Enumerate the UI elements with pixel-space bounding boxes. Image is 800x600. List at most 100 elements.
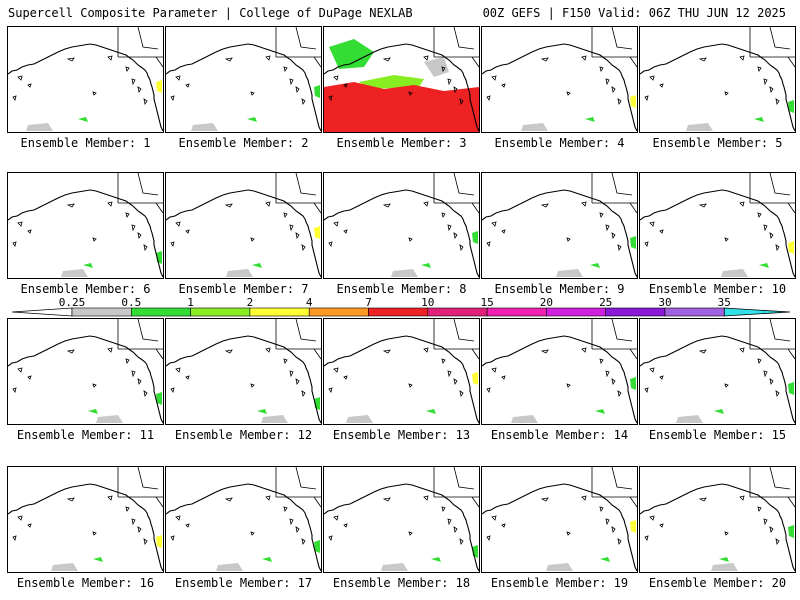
- ensemble-member-panel: Ensemble Member: 15: [639, 318, 796, 448]
- coastline: [324, 43, 479, 132]
- scp-shading: [511, 415, 538, 423]
- ensemble-member-panel: Ensemble Member: 11: [7, 318, 164, 448]
- member-label: Ensemble Member: 14: [490, 428, 629, 442]
- scp-shading: [216, 563, 243, 571]
- scp-shading: [630, 95, 636, 108]
- colorbar-threshold-label: 2: [247, 296, 254, 309]
- member-map: [639, 318, 796, 425]
- colorbar-swatch: [427, 307, 488, 317]
- scp-shading: [156, 392, 162, 405]
- ensemble-member-panel: Ensemble Member: 18: [323, 466, 480, 596]
- member-label: Ensemble Member: 18: [332, 576, 471, 590]
- coastline: [482, 483, 637, 572]
- scp-shading: [252, 263, 262, 268]
- ensemble-member-panel: Ensemble Member: 5: [639, 26, 796, 156]
- scp-shading: [711, 563, 738, 571]
- colorbar-lower-arrow: [12, 307, 73, 317]
- ensemble-member-panel: Ensemble Member: 3: [323, 26, 480, 156]
- member-label: Ensemble Member: 19: [490, 576, 629, 590]
- header: Supercell Composite Parameter | College …: [0, 0, 800, 24]
- scp-shading: [314, 226, 320, 239]
- member-label: Ensemble Member: 3: [336, 136, 467, 150]
- member-map: [323, 26, 480, 133]
- scp-shading: [261, 415, 288, 423]
- scp-shading: [630, 236, 636, 249]
- ensemble-member-panel: Ensemble Member: 6: [7, 172, 164, 302]
- member-label: Ensemble Member: 11: [16, 428, 155, 442]
- scp-shading: [472, 231, 478, 244]
- coastline: [640, 335, 795, 424]
- member-label: Ensemble Member: 20: [648, 576, 787, 590]
- coastline: [166, 335, 321, 424]
- member-map: [323, 466, 480, 573]
- member-map: [7, 466, 164, 573]
- scp-shading: [600, 557, 610, 562]
- scp-shading: [314, 540, 320, 553]
- coastline: [8, 43, 163, 132]
- coastline: [166, 189, 321, 278]
- scp-shading: [788, 241, 794, 254]
- scp-shading: [262, 557, 272, 562]
- scp-shading: [431, 557, 441, 562]
- member-map: [639, 172, 796, 279]
- ensemble-member-panel: Ensemble Member: 20: [639, 466, 796, 596]
- scp-shading: [93, 557, 103, 562]
- member-map: [323, 318, 480, 425]
- ensemble-member-panel: Ensemble Member: 13: [323, 318, 480, 448]
- colorbar-legend: 0.25 0.5 1 2 4 7 10 15 20 25 30 35: [12, 296, 790, 317]
- member-label: Ensemble Member: 8: [336, 282, 467, 296]
- scp-shading: [421, 263, 431, 268]
- member-label: Ensemble Member: 13: [332, 428, 471, 442]
- colorbar-upper-arrow: [723, 307, 790, 317]
- scp-shading: [521, 123, 548, 131]
- colorbar-threshold-label: 20: [540, 296, 553, 309]
- scp-shading: [51, 563, 78, 571]
- scp-shading: [556, 269, 583, 277]
- member-map: [165, 172, 322, 279]
- member-map: [165, 26, 322, 133]
- member-map: [481, 26, 638, 133]
- member-label: Ensemble Member: 7: [178, 282, 309, 296]
- scp-shading: [324, 82, 479, 132]
- coastline: [166, 483, 321, 572]
- colorbar-swatch: [368, 307, 429, 317]
- scp-shading: [156, 535, 162, 548]
- coastline: [8, 483, 163, 572]
- scp-shading: [359, 75, 424, 89]
- ensemble-member-panel: Ensemble Member: 4: [481, 26, 638, 156]
- scp-shading: [426, 409, 436, 414]
- scp-shading: [156, 80, 162, 93]
- colorbar-swatch: [131, 307, 191, 317]
- scp-shading: [759, 263, 769, 268]
- member-map: [7, 172, 164, 279]
- colorbar-swatch: [486, 307, 547, 317]
- colorbar-threshold-label: 35: [718, 296, 731, 309]
- ensemble-member-panel: Ensemble Member: 2: [165, 26, 322, 156]
- colorbar-threshold-label: 7: [365, 296, 372, 309]
- member-label: Ensemble Member: 12: [174, 428, 313, 442]
- scp-shading: [391, 269, 418, 277]
- scp-shading: [314, 85, 320, 98]
- member-map: [165, 318, 322, 425]
- scp-shading: [247, 117, 257, 122]
- scp-shading: [788, 382, 794, 395]
- coastline: [640, 483, 795, 572]
- ensemble-member-panel: Ensemble Member: 16: [7, 466, 164, 596]
- member-map: [639, 466, 796, 573]
- coastline: [324, 189, 479, 278]
- coastline: [640, 189, 795, 278]
- member-label: Ensemble Member: 2: [178, 136, 309, 150]
- colorbar-swatch: [71, 307, 132, 317]
- member-map: [165, 466, 322, 573]
- colorbar-swatch: [605, 307, 666, 317]
- colorbar-threshold-label: 0.5: [121, 296, 141, 309]
- coastline: [482, 189, 637, 278]
- scp-shading: [595, 409, 605, 414]
- colorbar-threshold-label: 25: [599, 296, 612, 309]
- coastline: [640, 43, 795, 132]
- member-label: Ensemble Member: 1: [20, 136, 151, 150]
- member-map: [639, 26, 796, 133]
- ensemble-member-panel: Ensemble Member: 1: [7, 26, 164, 156]
- member-label: Ensemble Member: 6: [20, 282, 151, 296]
- scp-shading: [630, 377, 636, 390]
